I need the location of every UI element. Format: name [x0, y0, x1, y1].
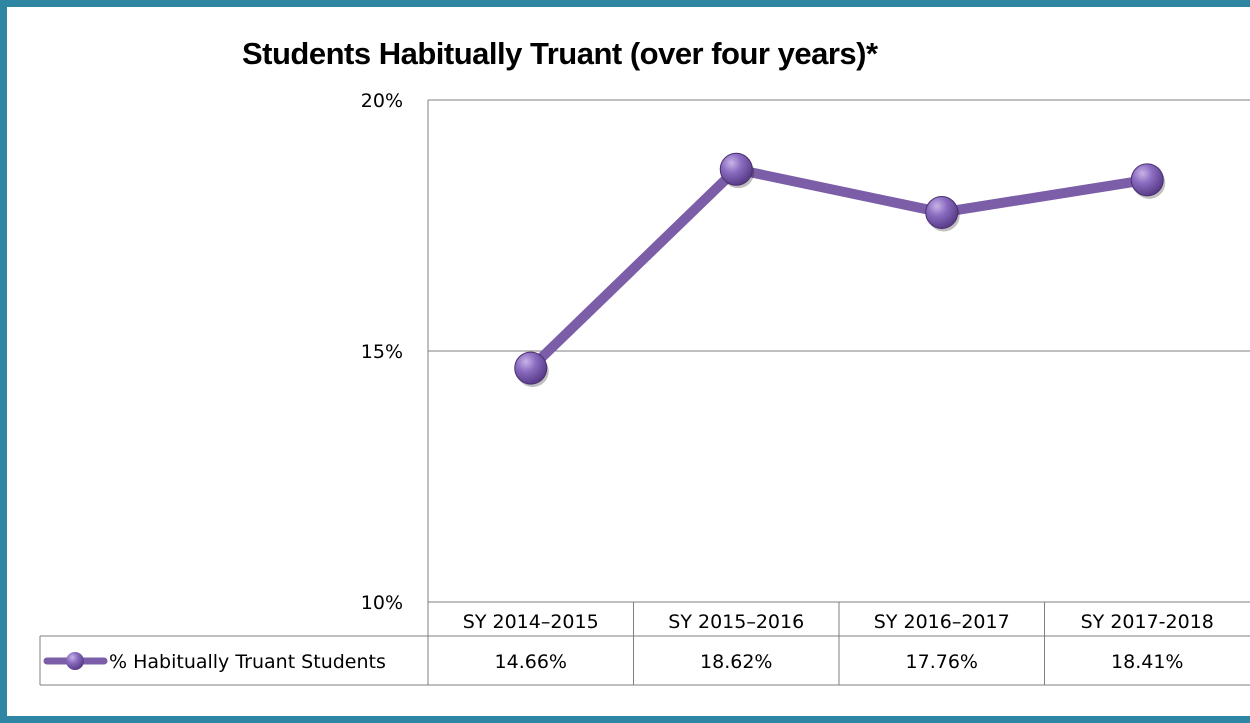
data-table-value: 18.62% [700, 651, 772, 673]
data-point [719, 152, 753, 186]
data-table-value: 17.76% [906, 651, 978, 673]
y-tick-label: 10% [361, 592, 403, 614]
x-category-label: SY 2016–2017 [874, 611, 1010, 633]
data-point [1130, 163, 1164, 197]
x-category-label: SY 2015–2016 [668, 611, 804, 633]
data-point [925, 195, 959, 229]
chart-title: Students Habitually Truant (over four ye… [242, 36, 878, 71]
data-point [514, 351, 548, 385]
legend-series-name: % Habitually Truant Students [109, 651, 386, 673]
y-tick-label: 20% [361, 90, 403, 112]
x-category-label: SY 2017-2018 [1081, 611, 1214, 633]
y-tick-label: 15% [361, 341, 403, 363]
data-table-value: 14.66% [495, 651, 567, 673]
data-table-value: 18.41% [1111, 651, 1183, 673]
legend-marker-key [66, 652, 84, 670]
x-category-label: SY 2014–2015 [463, 611, 599, 633]
series-line [525, 164, 1153, 374]
